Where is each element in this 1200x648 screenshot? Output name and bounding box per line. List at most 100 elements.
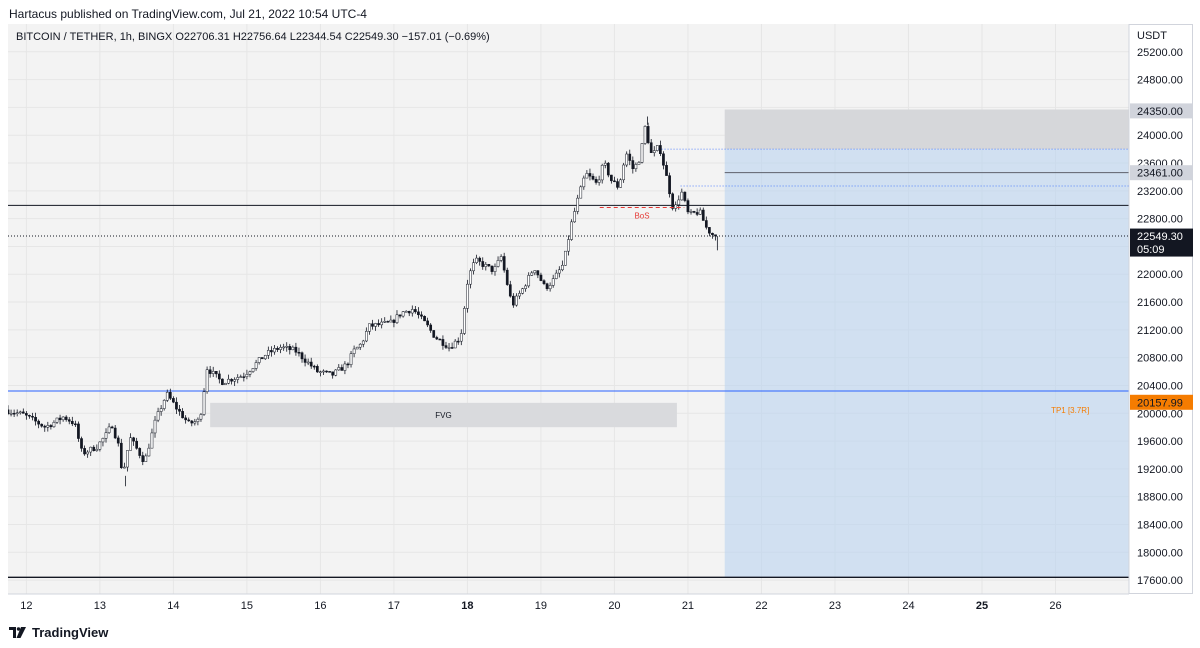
candle-body: [12, 412, 16, 415]
candle-body: [493, 266, 497, 272]
x-tick-label: 13: [94, 600, 106, 612]
y-tick-label: 21600.00: [1137, 297, 1183, 309]
x-tick-label: 14: [167, 600, 179, 612]
y-tick-label: 19200.00: [1137, 464, 1183, 476]
candle-body: [61, 416, 65, 421]
candle: [444, 341, 448, 350]
candle-body: [303, 358, 307, 363]
candle-body: [631, 160, 635, 170]
x-tick-label: 23: [829, 600, 841, 612]
candle-body: [475, 257, 478, 263]
candle-body: [637, 162, 641, 165]
candle-body: [548, 285, 552, 290]
candle-body: [254, 362, 258, 369]
candle-body: [349, 353, 353, 365]
candle: [708, 227, 711, 237]
candle: [613, 176, 616, 183]
candle-body: [8, 409, 10, 414]
candle: [193, 418, 197, 426]
candle-body: [441, 339, 445, 346]
candle-body: [257, 357, 261, 363]
candle: [481, 257, 485, 270]
candle: [303, 354, 307, 367]
candle-body: [196, 418, 200, 422]
candle: [554, 269, 558, 280]
candle-body: [570, 221, 573, 240]
publisher-line: Hartacus published on TradingView.com, J…: [9, 7, 367, 21]
candle-body: [423, 315, 426, 322]
candle: [251, 368, 255, 373]
candle: [86, 450, 89, 458]
candle: [414, 305, 417, 314]
candle: [701, 207, 705, 221]
candle-body: [444, 345, 448, 348]
candle: [270, 346, 273, 357]
candle: [410, 305, 414, 317]
candle: [594, 176, 598, 185]
candle-body: [162, 400, 166, 409]
candle-body: [576, 197, 580, 212]
candle: [113, 425, 117, 440]
candle: [634, 162, 638, 172]
candle-body: [202, 391, 206, 415]
candle-body: [113, 427, 117, 439]
candle-body: [190, 420, 194, 424]
candle: [294, 342, 298, 356]
candle: [15, 409, 19, 417]
candle-body: [640, 143, 644, 163]
candle: [43, 424, 47, 432]
x-tick-label: 16: [314, 600, 326, 612]
candle-body: [481, 261, 485, 267]
candle-body: [46, 425, 50, 428]
candle: [205, 366, 209, 394]
symbol-legend[interactable]: BITCOIN / TETHER, 1h, BINGX O22706.31 H2…: [16, 31, 490, 43]
candle-body: [227, 378, 230, 384]
candle: [536, 270, 540, 279]
y-tick-label: 20000.00: [1137, 408, 1183, 420]
candle: [346, 362, 350, 369]
candle-body: [126, 450, 129, 468]
candle: [257, 357, 261, 365]
candle: [300, 351, 304, 363]
candle: [392, 318, 396, 328]
candle: [423, 315, 426, 322]
candle-body: [340, 367, 344, 371]
y-tick-label: 22000.00: [1137, 269, 1183, 281]
candle: [395, 310, 399, 325]
candle: [432, 330, 436, 338]
candle-body: [459, 333, 463, 342]
candle: [619, 178, 622, 188]
candle-body: [129, 437, 132, 451]
candle: [622, 162, 625, 183]
candle-body: [435, 337, 439, 340]
candle-body: [600, 165, 604, 181]
candle: [196, 417, 200, 426]
y-tick-label: 24800.00: [1137, 75, 1183, 87]
x-tick-label: 21: [682, 600, 694, 612]
candle: [711, 232, 714, 239]
candle-body: [677, 199, 681, 206]
candle: [233, 377, 237, 387]
candle-body: [95, 449, 99, 451]
candle: [25, 411, 28, 420]
candle: [282, 343, 286, 351]
tradingview-brand[interactable]: TradingView: [9, 625, 108, 640]
candle: [352, 345, 356, 358]
candle-body: [508, 284, 512, 297]
candle: [463, 306, 466, 335]
candle-body: [432, 330, 436, 338]
candle: [181, 408, 184, 419]
candle: [383, 317, 387, 323]
candle: [610, 174, 613, 184]
candle-body: [496, 260, 500, 267]
candle-body: [573, 211, 576, 223]
candle-body: [25, 413, 28, 416]
candle: [227, 374, 230, 385]
candle-body: [153, 419, 157, 434]
candle: [435, 335, 439, 340]
candle-body: [211, 371, 215, 374]
candle: [579, 185, 583, 199]
candle: [306, 358, 310, 366]
price-chart[interactable]: FVG BoS TP1 [3.7R] USDT 17600.00 18000.00 18…: [8, 24, 1193, 614]
candle-body: [110, 426, 114, 429]
